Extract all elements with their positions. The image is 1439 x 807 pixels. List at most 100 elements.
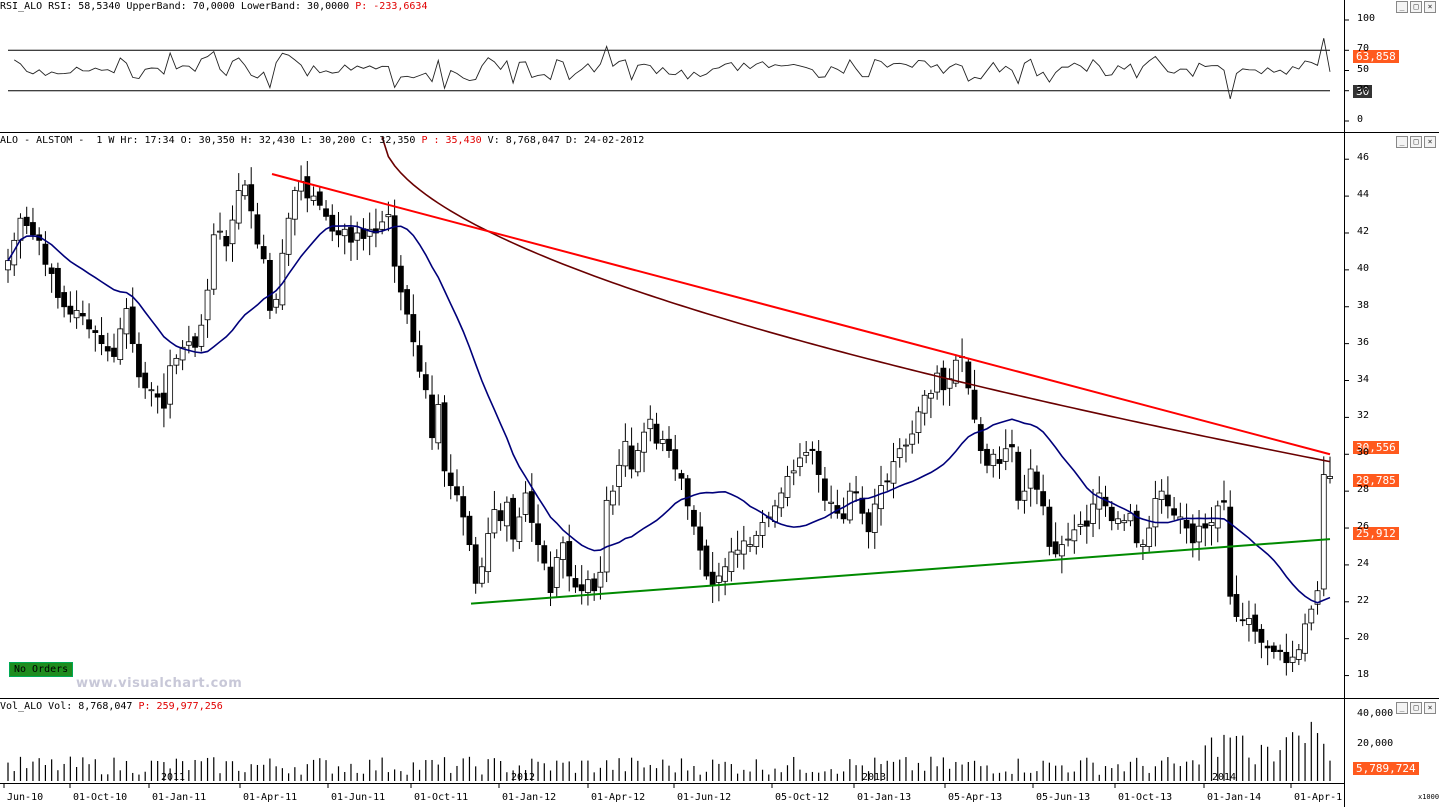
- candle-body: [1096, 492, 1103, 510]
- maximize-icon[interactable]: □: [1410, 702, 1422, 714]
- maximize-icon[interactable]: □: [1410, 136, 1422, 148]
- candle-body: [1121, 520, 1128, 524]
- candle-body: [541, 545, 548, 564]
- candle-body: [535, 523, 541, 546]
- candle-body: [772, 505, 778, 522]
- axes: [3, 19, 1349, 788]
- price-tick-label: 24: [1357, 557, 1370, 569]
- price-tick-label: 32: [1357, 410, 1370, 422]
- candle-body: [510, 497, 517, 540]
- candle-body: [235, 190, 242, 224]
- volume-tag: 5,789,724: [1353, 762, 1419, 775]
- candle-body: [878, 485, 884, 510]
- candle-body: [778, 492, 785, 509]
- close-icon[interactable]: ×: [1424, 1, 1436, 13]
- x-tick-label: Jun-10: [7, 792, 44, 803]
- candle-body: [479, 566, 485, 584]
- candle-body: [1314, 590, 1321, 605]
- candle-body: [11, 239, 18, 266]
- candle-body: [385, 214, 392, 218]
- price-tick-label: 22: [1357, 594, 1370, 606]
- candle-body: [591, 578, 598, 592]
- x-tick-label: 01-Oct-11: [414, 792, 469, 803]
- candle-body: [740, 540, 747, 555]
- rsi-header-p: P: -233,6634: [355, 1, 428, 12]
- candle-body: [204, 289, 211, 321]
- candle-body: [1327, 475, 1333, 479]
- minimize-icon[interactable]: _: [1396, 702, 1408, 714]
- candle-body: [1009, 444, 1015, 448]
- close-icon[interactable]: ×: [1424, 136, 1436, 148]
- candle-body: [840, 513, 847, 520]
- candle-body: [23, 216, 30, 227]
- price-tick-label: 44: [1357, 189, 1370, 201]
- rsi-line: [13, 38, 1331, 100]
- candle-body: [684, 478, 691, 507]
- close-icon[interactable]: ×: [1424, 702, 1436, 714]
- candle-body: [17, 217, 24, 241]
- candle-body: [329, 214, 336, 232]
- candle-body: [104, 346, 111, 352]
- candle-body: [797, 457, 803, 467]
- candle-body: [1277, 649, 1284, 652]
- candle-body: [747, 544, 753, 547]
- candle-body: [136, 343, 142, 378]
- price-tick-label: 34: [1357, 373, 1370, 385]
- candle-body: [821, 478, 828, 501]
- candle-body: [341, 228, 348, 237]
- candle-body: [722, 566, 729, 582]
- candle-body: [666, 438, 672, 451]
- candle-body: [928, 393, 934, 399]
- candle-body: [254, 214, 261, 245]
- candle-body: [173, 357, 180, 366]
- candle-body: [1146, 527, 1153, 547]
- x-tick-label: 01-Jan-12: [502, 792, 557, 803]
- maximize-icon[interactable]: □: [1410, 1, 1422, 13]
- price-tick-label: 28: [1357, 484, 1370, 496]
- volume-tick-label: 20,000: [1357, 738, 1394, 749]
- x-tick-label: 01-Jan-13: [857, 792, 912, 803]
- candle-body: [1183, 519, 1190, 529]
- candle-body: [242, 184, 248, 197]
- candle-body: [1289, 656, 1296, 663]
- x-tick-label: 01-Apr-11: [243, 792, 298, 803]
- watermark: www.visualchart.com: [76, 676, 243, 691]
- candle-body: [354, 232, 361, 241]
- candle-body: [709, 571, 716, 586]
- candle-body: [528, 491, 535, 523]
- candle-body: [260, 246, 267, 260]
- price-window-buttons: _ □ ×: [1396, 136, 1436, 148]
- x-tick-label: 01-Jun-12: [677, 792, 732, 803]
- candle-body: [1252, 614, 1259, 632]
- candle-body: [578, 584, 585, 592]
- candle-body: [54, 267, 61, 298]
- rsi-header: RSI_ALO RSI: 58,5340 UpperBand: 70,0000 …: [0, 0, 427, 13]
- candle-body: [279, 252, 286, 306]
- candle-body: [429, 394, 435, 439]
- candle-body: [229, 219, 236, 245]
- minimize-icon[interactable]: _: [1396, 136, 1408, 148]
- candle-body: [217, 230, 223, 233]
- candle-body: [815, 450, 822, 475]
- rsi-header-text: RSI_ALO RSI: 58,5340 UpperBand: 70,0000 …: [0, 1, 356, 12]
- rsi-band-tag: 30: [1353, 85, 1373, 98]
- candle-body: [117, 328, 124, 360]
- candle-body: [1127, 512, 1134, 522]
- candle-body: [129, 306, 136, 345]
- rsi-tick-label: 100: [1357, 13, 1376, 24]
- candle-body: [366, 228, 373, 237]
- vol-header: Vol_ALO Vol: 8,768,047 P: 259,977,256: [0, 700, 223, 713]
- candle-body: [1052, 541, 1059, 555]
- no-orders-badge[interactable]: No Orders: [9, 662, 74, 677]
- candle-body: [585, 579, 591, 593]
- price-header-p: P : 35,430: [421, 135, 482, 146]
- x-tick-label: 01-Apr-1: [1294, 792, 1343, 803]
- candle-body: [422, 374, 429, 391]
- price-tick-label: 26: [1357, 521, 1370, 533]
- ma-slow-line: [381, 136, 1331, 463]
- candle-body: [210, 234, 217, 290]
- candle-body: [1214, 505, 1221, 529]
- candle-body: [160, 392, 167, 409]
- candle-body: [641, 431, 647, 453]
- minimize-icon[interactable]: _: [1396, 1, 1408, 13]
